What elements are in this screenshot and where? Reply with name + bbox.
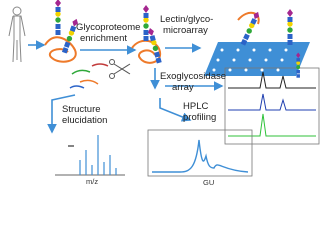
hplc-chart [147, 129, 253, 177]
label-structure: Structure [62, 104, 101, 115]
label-exoglycosidase: array [172, 82, 194, 93]
axis-label: m/z [86, 177, 98, 186]
diagram: Glycoproteome enrichment Lectin/glyco- m… [8, 0, 320, 187]
mass-spectrum [55, 135, 125, 176]
axis-label: GU [203, 178, 214, 187]
label-structure: elucidation [62, 115, 107, 126]
label-hplc: HPLC [183, 101, 208, 112]
fragments [69, 59, 131, 89]
label-enrichment: Glycoproteome [76, 22, 140, 33]
workflow-arrows [28, 40, 224, 134]
label-enrichment: enrichment [80, 33, 127, 44]
label-hplc: profiling [183, 112, 216, 123]
human-figure [8, 6, 26, 63]
glycoprotein [131, 5, 163, 64]
label-microarray: microarray [163, 25, 208, 36]
label-exoglycosidase: Exoglycosidase [160, 71, 226, 82]
chromatogram-stack [224, 52, 320, 145]
microarray [204, 9, 310, 76]
label-microarray: Lectin/glyco- [160, 14, 213, 25]
glycoprotein [44, 0, 80, 63]
